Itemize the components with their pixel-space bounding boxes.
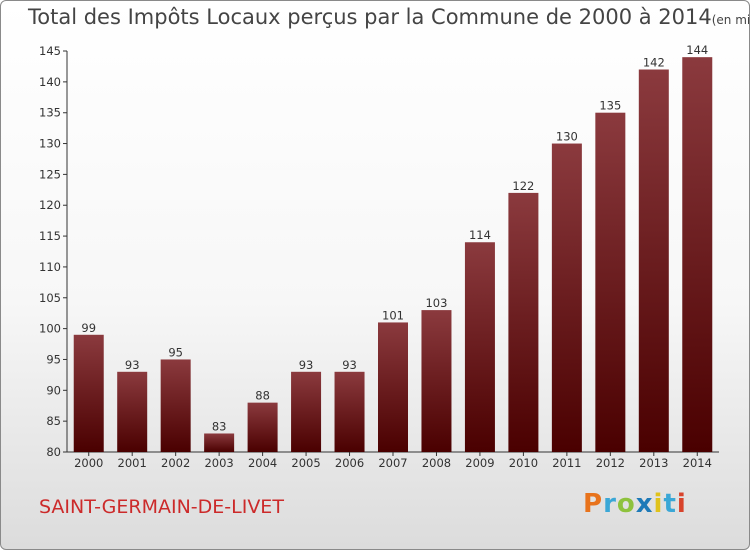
y-tick-label: 135 [39, 106, 61, 120]
bar [73, 334, 104, 452]
y-tick-label: 145 [39, 44, 61, 58]
y-tick-label: 110 [39, 260, 61, 274]
x-tick-label: 2003 [204, 456, 233, 470]
bar-value-label: 114 [469, 228, 491, 242]
bar-value-label: 95 [168, 345, 183, 359]
bar [508, 192, 539, 452]
logo-letter: o [616, 489, 636, 519]
bar-value-label: 122 [512, 179, 534, 193]
y-tick-label: 125 [39, 167, 61, 181]
bar [334, 371, 365, 452]
bar-value-label: 93 [342, 358, 357, 372]
x-tick-label: 2008 [422, 456, 451, 470]
y-tick-label: 140 [39, 75, 61, 89]
bar-value-label: 99 [81, 321, 96, 335]
bar-value-label: 130 [556, 130, 578, 144]
y-tick-label: 90 [46, 383, 61, 397]
y-tick-label: 95 [46, 352, 61, 366]
bar-value-label: 144 [686, 43, 708, 57]
bar-value-label: 93 [125, 358, 140, 372]
logo-letter: i [653, 489, 664, 519]
logo-letter: x [635, 489, 654, 519]
bar-value-label: 101 [382, 308, 404, 322]
title-text: Total des Impôts Locaux perçus par la Co… [28, 5, 712, 29]
bar [378, 322, 408, 452]
bar-value-label: 103 [425, 296, 447, 310]
x-tick-label: 2000 [74, 456, 103, 470]
logo-letter: t [663, 489, 677, 519]
bar-value-label: 142 [643, 56, 665, 70]
bar-value-label: 93 [299, 358, 314, 372]
title-unit: (en milliers d'€) [711, 13, 750, 27]
proxiti-logo: Proxiti [583, 489, 687, 519]
y-tick-label: 85 [46, 414, 61, 428]
bar [117, 371, 148, 452]
value-labels: 99 93 95 83 88 93 93 101 103 114 122 130 135 142 144 [81, 43, 708, 433]
bar-value-label: 83 [212, 419, 227, 433]
bar [595, 112, 626, 452]
bar [682, 57, 713, 453]
x-tick-label: 2006 [335, 456, 364, 470]
bar [638, 69, 669, 452]
y-tick-label: 130 [39, 137, 61, 151]
y-tick-label: 105 [39, 291, 61, 305]
x-tick-label: 2014 [683, 456, 712, 470]
bar [160, 359, 191, 452]
bar-value-label: 88 [255, 389, 270, 403]
logo-letter: i [676, 489, 687, 519]
chart-title: Total des Impôts Locaux perçus par la Co… [28, 5, 750, 29]
y-tick-label: 115 [39, 229, 61, 243]
y-tick-label: 100 [39, 322, 61, 336]
y-tick-label: 80 [46, 445, 61, 459]
bar-value-label: 135 [599, 99, 621, 113]
bar [204, 433, 235, 452]
axes: 80 85 90 95 100 105 110 115 120 125 130 135 140 145 20… [39, 44, 719, 470]
x-tick-label: 2002 [161, 456, 190, 470]
bar [421, 310, 452, 452]
commune-name: SAINT-GERMAIN-DE-LIVET [39, 496, 284, 518]
x-tick-label: 2013 [639, 456, 668, 470]
logo-letter: P [583, 489, 604, 519]
x-tick-label: 2011 [552, 456, 581, 470]
bar [464, 242, 495, 452]
bars [73, 57, 713, 453]
x-tick-label: 2012 [596, 456, 625, 470]
x-tick-label: 2007 [378, 456, 407, 470]
bar [291, 371, 322, 452]
y-tick-label: 120 [39, 198, 61, 212]
x-tick-label: 2004 [248, 456, 277, 470]
x-tick-label: 2009 [465, 456, 494, 470]
x-tick-label: 2010 [509, 456, 538, 470]
logo-letter: r [603, 489, 617, 519]
x-tick-label: 2005 [291, 456, 320, 470]
x-tick-label: 2001 [118, 456, 147, 470]
bar [247, 402, 278, 452]
bar [551, 143, 582, 453]
